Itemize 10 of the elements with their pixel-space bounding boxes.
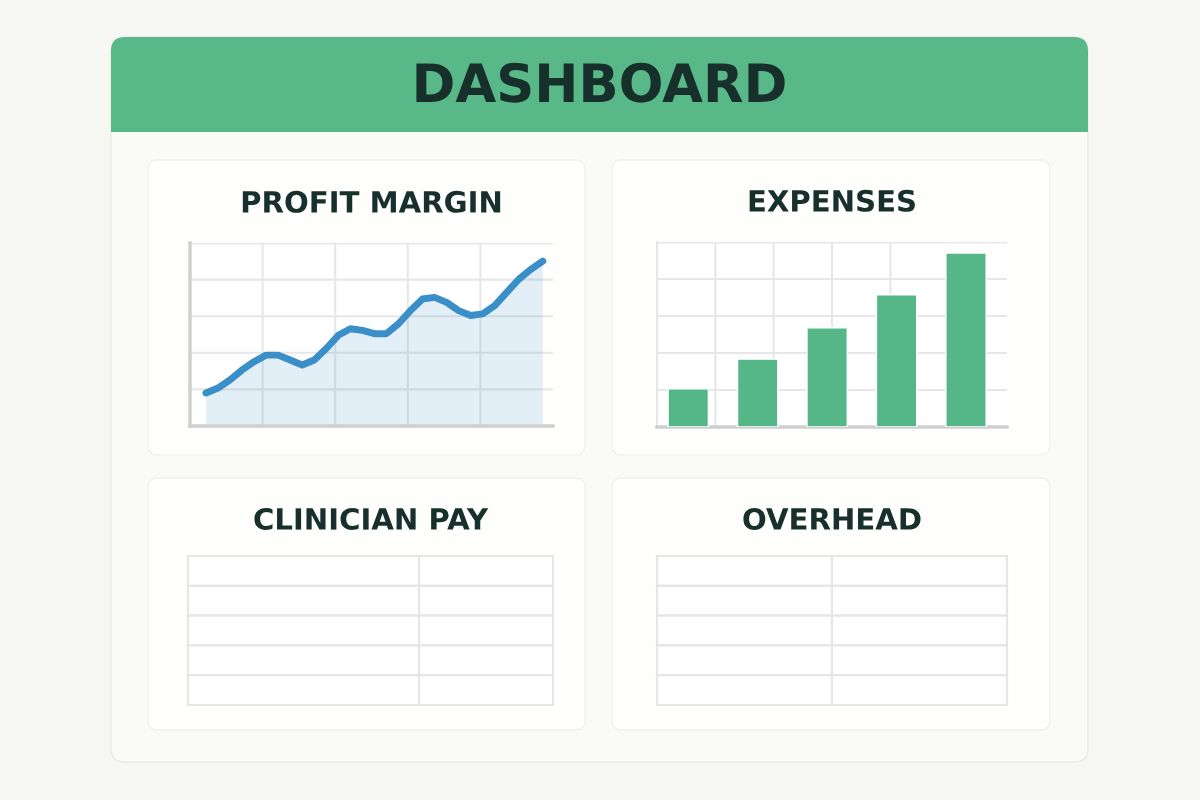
chart-title: EXPENSES (749, 189, 915, 212)
chart-title: PROFIT MARGIN (242, 190, 501, 213)
bar (736, 358, 779, 427)
bar (667, 388, 710, 427)
bar (806, 327, 848, 427)
text: DASHBOARD (416, 62, 785, 103)
bar (875, 294, 918, 427)
text: OVERHEAD (743, 507, 921, 531)
text: CLINICIAN PAY (254, 507, 489, 531)
bar (945, 252, 987, 427)
